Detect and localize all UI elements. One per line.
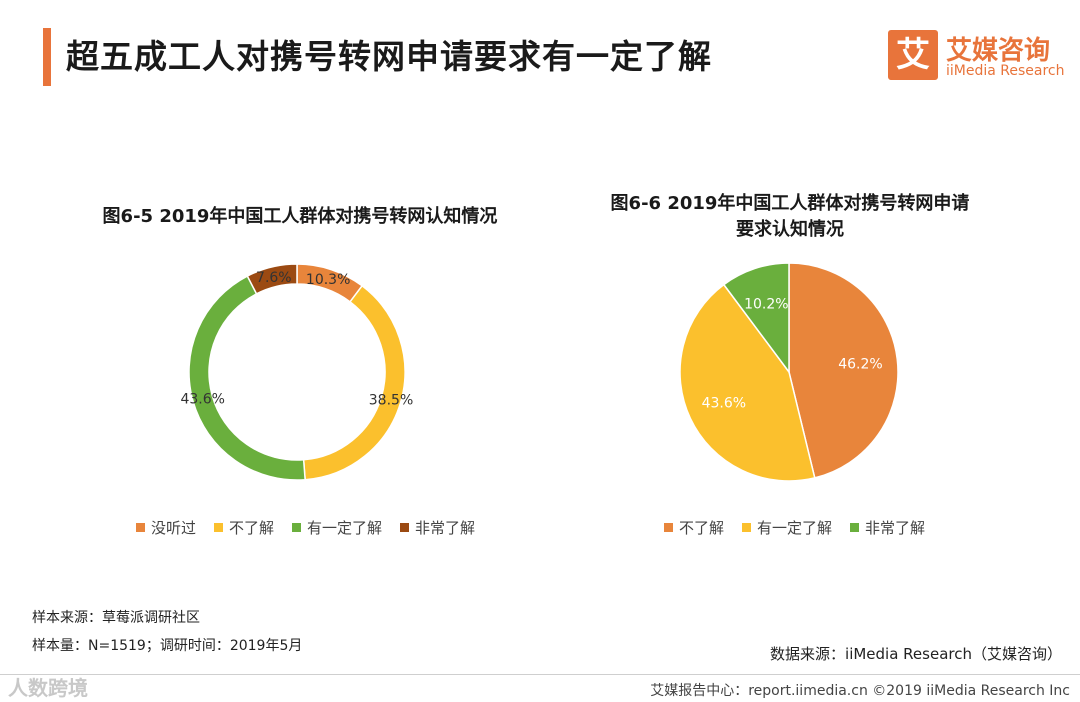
page-title: 超五成工人对携号转网申请要求有一定了解 <box>66 37 712 76</box>
chart1-legend-label-3: 非常了解 <box>415 519 476 537</box>
chart1-legend-label-0: 没听过 <box>151 519 197 537</box>
chart2-legend-label-0: 不了解 <box>679 519 725 537</box>
title-accent-bar <box>43 28 51 86</box>
chart2-legend-item-1: 有一定了解 <box>742 517 832 538</box>
sample-size: 样本量：N=1519；调研时间：2019年5月 <box>32 638 303 654</box>
chart2-title-line-1: 图6-6 2019年中国工人群体对携号转网申请 <box>610 193 970 214</box>
chart1-legend-item-0: 没听过 <box>136 517 196 538</box>
chart1-legend-label-2: 有一定了解 <box>307 519 383 537</box>
chart1-slice-3 <box>246 263 298 295</box>
footer-credit: 艾媒报告中心：report.iimedia.cn ©2019 iiMedia R… <box>650 683 1070 699</box>
chart1-data-label-1: 38.5% <box>369 393 413 409</box>
chart2-slice-1 <box>679 283 816 482</box>
watermark: 人数跨境 <box>8 676 88 700</box>
chart1-legend-item-1: 不了解 <box>214 517 274 538</box>
chart2-legend: 不了解 有一定了解 非常了解 <box>664 517 943 538</box>
chart2-legend-item-2: 非常了解 <box>850 517 925 538</box>
footer-divider <box>0 674 1080 675</box>
chart2-legend-swatch-1 <box>742 523 752 532</box>
chart2-title-line-2: 要求认知情况 <box>736 219 844 240</box>
chart2-legend-swatch-0 <box>664 523 673 532</box>
brand-logo-icon: 艾 <box>888 30 938 80</box>
chart1-slice-2 <box>188 275 306 481</box>
chart2-legend-swatch-2 <box>850 523 860 532</box>
chart2-slice-0 <box>788 262 899 479</box>
brand-name-cn: 艾媒咨询 <box>946 36 1051 66</box>
chart1-legend-item-2: 有一定了解 <box>292 517 382 538</box>
chart1-legend: 没听过 不了解 有一定了解 非常了解 <box>136 517 493 538</box>
chart2-legend-label-2: 非常了解 <box>865 519 926 537</box>
chart1-legend-item-3: 非常了解 <box>400 517 475 538</box>
chart1-legend-swatch-0 <box>136 523 145 532</box>
data-source: 数据来源：iiMedia Research（艾媒咨询） <box>770 645 1062 663</box>
chart2-data-label-1: 43.6% <box>702 396 746 412</box>
chart2-data-label-2: 10.2% <box>744 297 788 313</box>
chart1-legend-swatch-1 <box>214 523 224 532</box>
chart1-data-label-2: 43.6% <box>180 392 224 408</box>
chart2-slice-2 <box>722 262 790 375</box>
chart2-data-label-0: 46.2% <box>838 356 882 372</box>
chart1-legend-swatch-2 <box>292 523 302 532</box>
sample-source: 样本来源：草莓派调研社区 <box>32 610 200 626</box>
chart1-data-label-0: 10.3% <box>306 272 350 288</box>
chart1-slice-1 <box>302 284 406 481</box>
chart1-data-label-3: 7.6% <box>256 270 292 286</box>
chart1-title: 图6-5 2019年中国工人群体对携号转网认知情况 <box>102 206 498 227</box>
chart2-legend-label-1: 有一定了解 <box>757 519 833 537</box>
chart2-legend-item-0: 不了解 <box>664 517 724 538</box>
brand-block: 艾 艾媒咨询 iiMedia Research <box>888 30 1068 80</box>
brand-name-en: iiMedia Research <box>946 63 1065 79</box>
chart1-legend-label-1: 不了解 <box>229 519 275 537</box>
chart1-legend-swatch-3 <box>400 523 410 532</box>
chart2-title: 图6-6 2019年中国工人群体对携号转网申请 要求认知情况 <box>560 191 1020 243</box>
